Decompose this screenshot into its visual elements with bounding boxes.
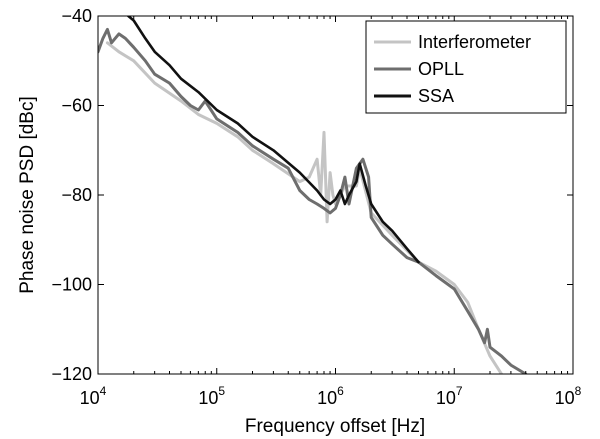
legend-items: Interferometer OPLL SSA — [374, 32, 531, 106]
y-axis: −120 −100 −80 −60 −40 — [51, 6, 573, 384]
series-line-ssa — [127, 16, 420, 264]
legend-label-opll: OPLL — [418, 59, 464, 79]
y-tick-label: −120 — [51, 364, 92, 384]
y-tick-label: −40 — [61, 6, 92, 26]
y-tick-label: −100 — [51, 275, 92, 295]
x-tick-label: 107 — [436, 384, 463, 408]
x-tick-label: 106 — [317, 384, 344, 408]
x-tick-label: 105 — [198, 384, 225, 408]
y-tick-label: −80 — [61, 185, 92, 205]
series-line-opll — [98, 27, 528, 374]
x-tick-label: 108 — [555, 384, 582, 408]
x-axis: 104 105 106 107 108 — [80, 16, 582, 408]
legend-box — [365, 20, 567, 114]
legend: Interferometer OPLL SSA — [365, 20, 567, 114]
legend-label-ssa: SSA — [418, 86, 454, 106]
y-axis-title: Phase noise PSD [dBc] — [17, 96, 38, 294]
y-tick-label: −60 — [61, 96, 92, 116]
x-tick-label: 104 — [80, 384, 107, 408]
x-axis-title: Frequency offset [Hz] — [245, 416, 425, 437]
series-layer — [98, 16, 528, 374]
series-line-interferometer — [105, 41, 503, 374]
legend-label-interferometer: Interferometer — [418, 32, 531, 52]
